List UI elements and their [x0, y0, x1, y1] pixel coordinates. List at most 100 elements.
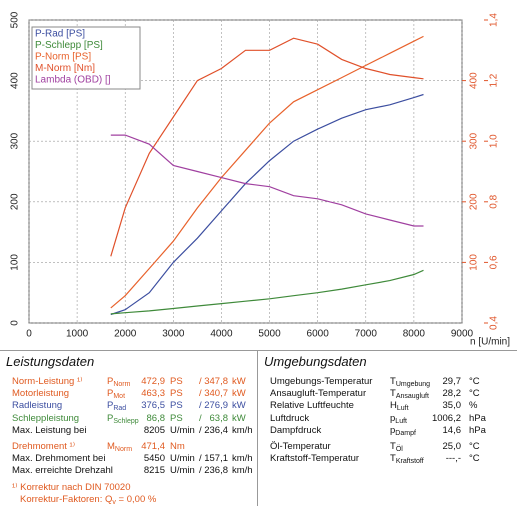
x-tick-label: 1000	[66, 329, 89, 340]
symbol: MNorm	[107, 441, 132, 456]
symbol-sub: Dampf	[395, 429, 416, 437]
x-tick-label: 8000	[403, 329, 426, 340]
row-value: 35,0	[442, 400, 462, 412]
row-value: 8205	[143, 424, 165, 436]
row-label: Öl-Temperatur	[270, 441, 331, 452]
row-value: 63,8	[209, 412, 229, 424]
row-label: Norm-Leistung ¹⁾	[12, 376, 83, 387]
y3-tick-label: 1,2	[489, 73, 500, 87]
row-separator: /	[199, 376, 202, 387]
row-unit: kW	[232, 400, 246, 412]
panel-title: Leistungsdaten	[6, 354, 95, 369]
row-value: 376,5	[141, 400, 165, 412]
y3-tick-label: 1,0	[489, 134, 500, 148]
row-label: Luftdruck	[270, 412, 310, 424]
x-tick-label: 9000	[451, 329, 474, 340]
row-unit: °C	[469, 388, 480, 400]
symbol: TÖl	[390, 441, 403, 456]
series-line	[110, 35, 424, 309]
symbol-sub: Mot	[113, 393, 126, 401]
symbol-base: Q	[105, 493, 113, 505]
symbol-base: P	[107, 400, 114, 412]
symbol-sub: Luft	[396, 405, 409, 413]
symbol-sub: v	[112, 498, 116, 506]
row-separator: /	[199, 465, 202, 477]
row-unit: km/h	[232, 453, 253, 465]
symbol: TUmgebung	[390, 376, 430, 391]
row-label: Max. erreichte Drehzahl	[12, 465, 113, 477]
footnote-text: ¹⁾ Korrektur nach DIN 70020	[12, 481, 131, 493]
row-value: 340,7	[204, 388, 228, 400]
row-value: 29,7	[442, 376, 462, 387]
symbol: PMot	[107, 388, 125, 403]
row-value: 472,9	[141, 376, 165, 387]
x-tick-label: 4000	[210, 329, 233, 340]
y-tick-label: 500	[10, 11, 21, 28]
symbol: PRad	[107, 400, 126, 415]
symbol-sub: Umgebung	[395, 381, 431, 388]
row-separator: /	[199, 424, 202, 436]
symbol-sub: Rad	[113, 405, 127, 413]
symbol-sub: Ansaugluft	[395, 393, 429, 401]
x-axis-label: n [U/min]	[470, 337, 510, 348]
row-unit: km/h	[232, 424, 253, 436]
symbol-base: T	[390, 453, 396, 465]
y-tick-label: 400	[10, 72, 21, 89]
symbol-base: T	[390, 388, 396, 400]
symbol-base: p	[390, 424, 396, 436]
y2-tick-label: 200	[469, 193, 480, 210]
symbol: pLuft	[390, 413, 407, 428]
row-label: Schleppleistung	[12, 412, 80, 424]
row-label: Motorleistung	[12, 388, 70, 400]
row-value: 236,8	[204, 465, 228, 477]
row-value: 8215	[143, 465, 165, 477]
symbol: PSchlepp	[107, 413, 139, 428]
symbol: PNorm	[107, 376, 130, 391]
row-value: 471,4	[141, 441, 165, 452]
symbol: HLuft	[390, 400, 409, 415]
row-unit: PS	[170, 412, 183, 424]
row-value: ---,-	[445, 453, 461, 465]
row-unit: hPa	[469, 424, 486, 436]
y2-tick-label: 300	[469, 132, 480, 149]
symbol-sub: Norm	[113, 381, 131, 388]
row-label: Kraftstoff-Temperatur	[270, 453, 360, 465]
x-tick-label: 2000	[114, 329, 137, 340]
symbol-base: p	[390, 412, 396, 424]
umgebungsdaten-panel: Umgebungsdaten Umgebungs-Temperatur TUmge…	[258, 351, 517, 506]
row-unit: °C	[469, 376, 480, 387]
y3-tick-label: 0,4	[489, 316, 500, 330]
y3-tick-label: 0,6	[489, 255, 500, 269]
symbol-base: T	[390, 441, 396, 452]
row-label: Dampfdruck	[270, 424, 322, 436]
y-tick-label: 100	[10, 254, 21, 271]
legend-entry: Lambda (OBD) []	[35, 75, 111, 86]
x-tick-label: 7000	[355, 329, 378, 340]
legend-box	[31, 26, 141, 90]
row-label: Ansaugluft-Temperatur	[270, 388, 367, 400]
symbol-sub: Öl	[395, 446, 403, 453]
legend-entry: P-Rad [PS]	[35, 29, 85, 40]
x-tick-label: 6000	[307, 329, 330, 340]
symbol-sub: Schlepp	[113, 417, 139, 425]
y-tick-label: 200	[10, 193, 21, 210]
x-tick-label: 3000	[162, 329, 185, 340]
row-unit: %	[469, 400, 478, 412]
y3-tick-label: 1,4	[489, 13, 500, 27]
row-unit: kW	[232, 412, 246, 424]
row-value: 157,1	[204, 453, 228, 465]
footnote: Korrektur-Faktoren: Qv = 0,00 %	[20, 494, 156, 509]
row-value: 5450	[143, 453, 165, 465]
row-label: Relative Luftfeuchte	[270, 400, 354, 412]
row-value: 25,0	[442, 441, 462, 452]
row-unit: PS	[170, 388, 183, 400]
footnote-label: Korrektur-Faktoren:	[20, 493, 103, 505]
row-separator: /	[199, 388, 202, 400]
tables: Leistungsdaten Norm-Leistung ¹⁾ PNorm 472,…	[0, 350, 517, 506]
symbol-sub: Luft	[395, 417, 407, 425]
y-tick-label: 300	[10, 132, 21, 149]
row-label: Umgebungs-Temperatur	[270, 376, 373, 387]
row-label: Max. Drehmoment bei	[12, 453, 106, 465]
y2-tick-label: 100	[469, 254, 480, 271]
